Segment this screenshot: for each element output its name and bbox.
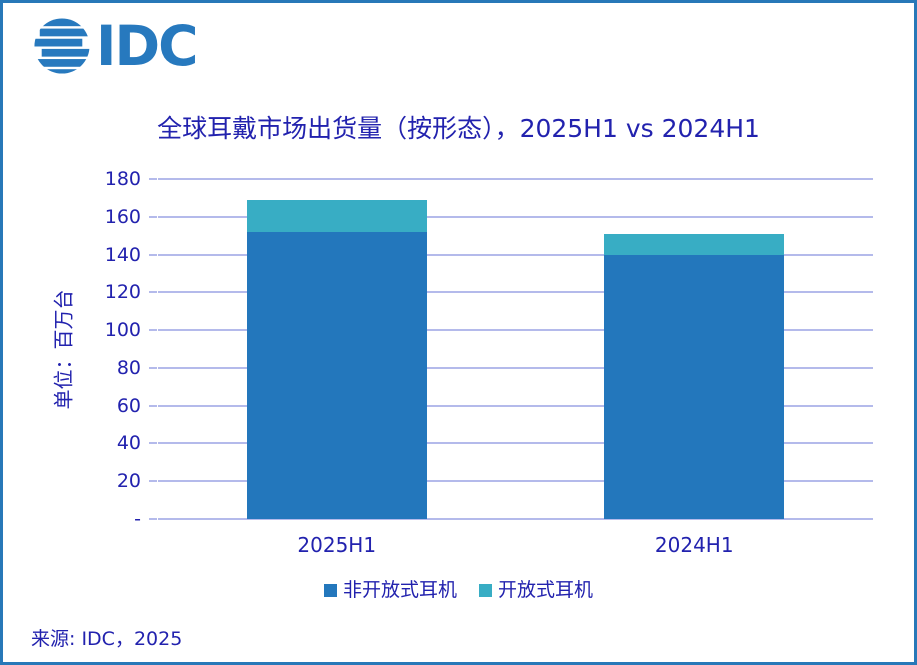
bar-2024H1 [604,233,785,519]
bar-segment-开放式耳机 [604,233,785,255]
bar-segment-开放式耳机 [246,199,427,232]
legend: 非开放式耳机 开放式耳机 [3,580,914,600]
legend-item: 非开放式耳机 [323,579,457,601]
idc-logo-text: IDC [96,13,198,78]
y-tick-label: 160 [104,205,141,228]
axis-tick [149,442,157,445]
axis-tick [149,178,157,180]
legend-item: 开放式耳机 [479,580,593,600]
y-tick-label: 180 [104,168,141,190]
x-tick-label: 2024H1 [654,533,734,557]
y-tick-label: 80 [116,356,141,379]
axis-tick [149,366,157,369]
gridline [158,404,873,407]
gridline [158,329,873,332]
idc-logo: IDC [33,13,198,78]
legend-swatch-icon [479,583,492,597]
gridline [158,366,873,369]
y-tick-label: 40 [116,432,141,455]
gridline [158,178,873,180]
chart-title: 全球耳戴市场出货量（按形态），2025H1 vs 2024H1 [157,114,760,143]
source-note: 来源: IDC，2025 [31,628,183,650]
y-tick-label: - [134,508,141,530]
gridline [158,480,873,483]
y-tick-label: 60 [116,394,141,417]
gridline [158,291,873,294]
y-tick-label: 100 [104,319,141,342]
axis-tick [149,329,157,332]
axis-tick [149,518,157,520]
axis-tick [149,215,157,218]
gridline [158,215,873,218]
y-tick-label: 20 [116,470,141,493]
axis-tick [149,404,157,407]
x-axis-labels: 2025H1 2024H1 [158,533,873,559]
legend-swatch-icon [323,583,337,597]
legend-label: 开放式耳机 [498,579,594,601]
y-tick-label: 140 [104,243,141,266]
plot-area [149,178,873,520]
gridline [158,442,873,445]
axis-tick [149,480,157,483]
bar-segment-非开放式耳机 [246,231,427,519]
y-tick-label: 120 [104,281,141,304]
gridline [158,253,873,256]
gridline [158,518,873,520]
axis-tick [149,253,157,256]
legend-label: 非开放式耳机 [342,579,457,601]
y-axis-labels: 180 160 140 120 100 80 60 40 20 - [3,168,141,530]
axis-tick [149,291,157,294]
bar-segment-非开放式耳机 [604,254,785,519]
idc-globe-icon [34,18,90,74]
bar-2025H1 [246,199,427,519]
x-tick-label: 2025H1 [297,533,377,557]
